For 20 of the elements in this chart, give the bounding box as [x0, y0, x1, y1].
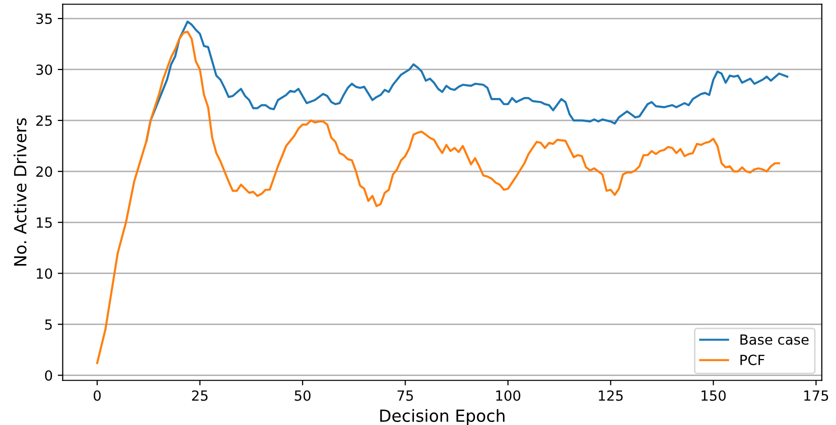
x-tick-label: 25 [192, 390, 208, 401]
x-axis-title: Decision Epoch [380, 409, 504, 425]
legend-label: PCF [740, 354, 764, 366]
y-tick-label: 25 [36, 115, 52, 126]
y-axis-title: No. Active Drivers [14, 118, 27, 266]
y-tick-label: 5 [45, 319, 52, 330]
x-tick-label: 100 [496, 390, 520, 401]
x-tick-label: 175 [804, 390, 828, 401]
x-tick-label: 75 [398, 390, 413, 401]
y-tick-label: 20 [36, 166, 52, 177]
y-tick-label: 0 [45, 370, 52, 381]
x-tick-label: 50 [294, 390, 310, 401]
x-tick-label: 150 [702, 390, 726, 401]
y-tick-label: 15 [36, 218, 52, 228]
y-tick-label: 10 [36, 268, 52, 279]
x-tick-label: 125 [598, 390, 623, 401]
x-tick-label: 0 [94, 390, 101, 401]
legend-label: Base case [740, 334, 809, 345]
y-tick-label: 35 [36, 13, 52, 24]
y-tick-label: 30 [36, 64, 52, 75]
